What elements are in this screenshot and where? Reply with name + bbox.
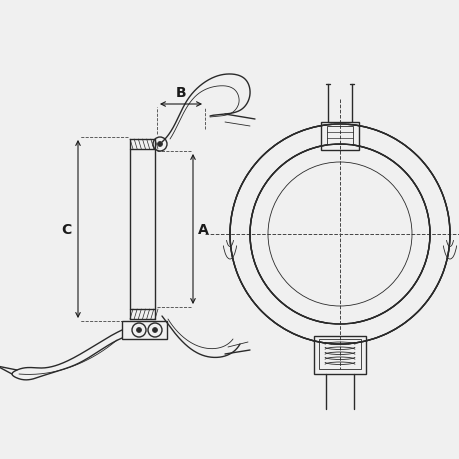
Circle shape [136, 328, 141, 333]
Text: C: C [61, 223, 71, 236]
Circle shape [152, 328, 157, 333]
Bar [122, 321, 167, 339]
Text: A: A [197, 223, 208, 236]
Bar [326, 127, 352, 145]
Bar [320, 123, 358, 151]
Circle shape [157, 142, 162, 147]
Text: B: B [175, 86, 186, 100]
Bar [318, 339, 360, 369]
Bar [313, 336, 365, 374]
